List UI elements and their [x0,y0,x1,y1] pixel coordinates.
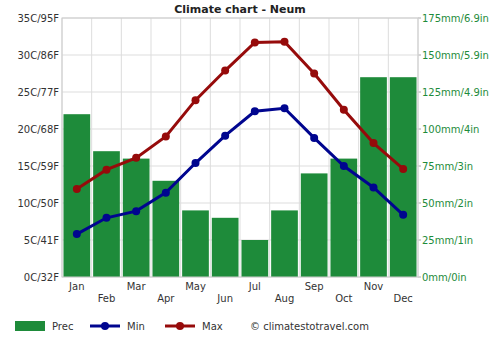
chart: Climate chart - Neum 0C/32F 5C/41F 10C/50F 1… [0,0,500,350]
x-tick-label: Dec [393,293,412,304]
grid-line-v [358,18,359,277]
x-tick-label: Aug [275,293,295,304]
marker [399,211,407,219]
marker [340,106,348,114]
x-tick-label: Jan [68,281,84,292]
bar [182,210,209,277]
y2-tick-label: 50mm/2in [422,198,473,209]
bar [63,114,90,277]
marker [132,207,140,215]
bar [123,159,150,277]
marker [162,132,170,140]
marker [251,38,259,46]
legend-swatch [15,321,45,331]
line [77,108,403,234]
marker [73,185,81,193]
bar [212,218,239,277]
marker [192,159,200,167]
y2-tick-label: 100mm/4in [422,124,479,135]
x-tick-label: Jul [248,281,261,292]
x-tick-label: Sep [305,281,324,292]
legend-label: Max [202,321,223,332]
grid-line-v [269,18,270,277]
marker [340,162,348,170]
y2-tick-label: 175mm/6.9in [422,13,489,24]
marker [281,104,289,112]
marker [310,70,318,78]
legend-marker [101,322,109,330]
grid-line-v [91,18,92,277]
y-tick-label: 20C/68F [17,124,59,135]
marker [221,67,229,75]
x-tick-label: Mar [127,281,147,292]
x-tick-label: Nov [364,281,384,292]
bar [360,77,387,277]
marker [310,134,318,142]
y-tick-label: 0C/32F [24,272,59,283]
x-tick-label: Jun [216,293,233,304]
marker [370,183,378,191]
bar [241,240,268,277]
plot-area [63,38,416,277]
x-tick-label: May [185,281,206,292]
bar [330,159,357,277]
marker [399,165,407,173]
y-tick-label: 15C/59F [17,161,59,172]
marker [162,189,170,197]
y-tick-label: 30C/86F [17,50,59,61]
legend-marker [176,322,184,330]
legend-label: Prec [52,321,73,332]
marker [103,166,111,174]
marker [221,132,229,140]
marker [192,96,200,104]
plot-frame [62,18,418,277]
x-tick-label: Apr [157,293,175,304]
y-tick-label: 10C/50F [17,198,59,209]
y-tick-label: 35C/95F [17,13,59,24]
y2-tick-label: 0mm/0in [422,272,467,283]
bar [271,210,298,277]
y-tick-label: 5C/41F [24,235,59,246]
legend-label: Min [127,321,145,332]
marker [281,38,289,46]
marker [370,139,378,147]
annotation: © climatestotravel.com [250,321,369,332]
grid-line-v [329,18,330,277]
marker [103,214,111,222]
y2-tick-label: 150mm/5.9in [422,50,489,61]
grid-line-v [388,18,389,277]
y2-tick-label: 75mm/3in [422,161,473,172]
bar [93,151,120,277]
marker [73,230,81,238]
y-tick-label: 25C/77F [17,87,59,98]
bar [390,77,417,277]
marker [251,107,259,115]
title: Climate chart - Neum [174,3,306,16]
grid-line-v [180,18,181,277]
x-tick-label: Oct [335,293,352,304]
y2-tick-label: 125mm/4.9in [422,87,489,98]
bar [301,173,328,277]
line [77,42,403,189]
marker [132,154,140,162]
bar [152,181,179,277]
y2-tick-label: 25mm/1in [422,235,473,246]
grid-line-v [121,18,122,277]
x-tick-label: Feb [98,293,116,304]
